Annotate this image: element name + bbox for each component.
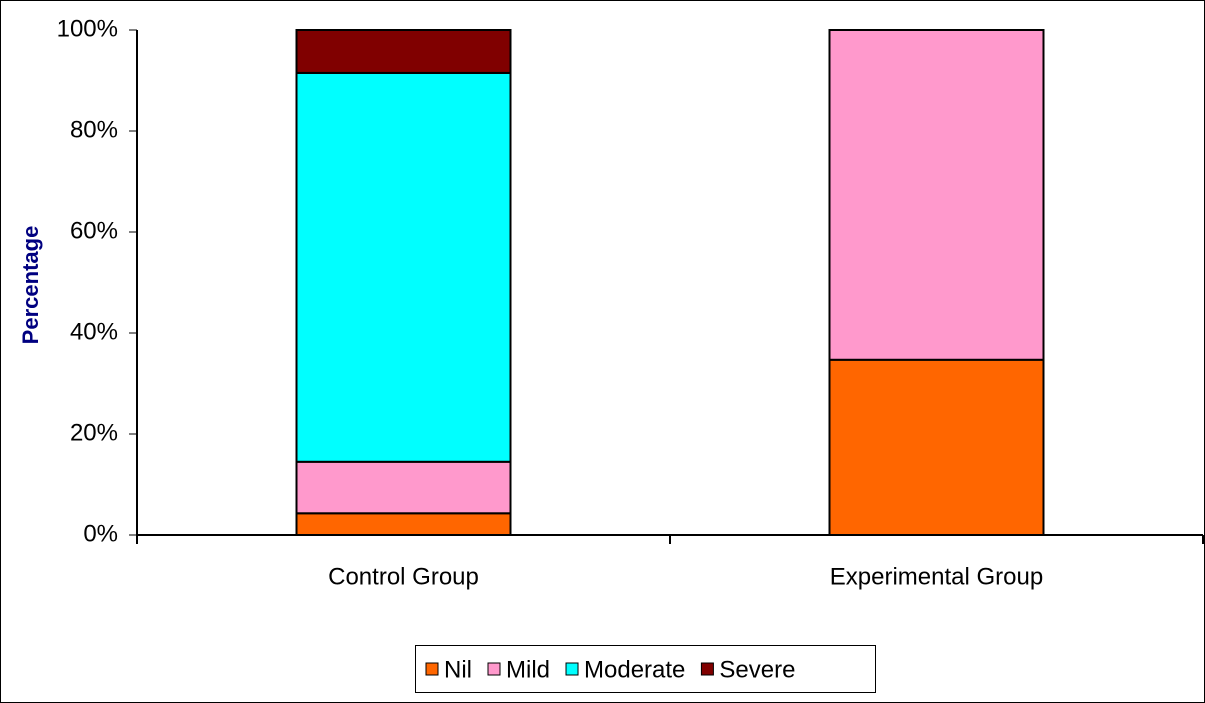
legend-swatch [565,662,579,676]
y-tick-label: 0% [83,520,118,547]
y-axis-title: Percentage [18,226,43,345]
legend-label: Severe [719,656,795,683]
legend-label: Moderate [584,656,685,683]
y-tick-label: 100% [57,15,118,42]
legend-swatch [487,662,501,676]
x-tick-label: Experimental Group [830,563,1043,590]
legend-label: Mild [506,656,550,683]
y-tick-label: 40% [70,318,118,345]
y-tick-label: 20% [70,419,118,446]
bar-segment [295,460,512,515]
bar-segment [295,71,512,463]
y-tick-label: 60% [70,217,118,244]
y-tick-label: 80% [70,116,118,143]
x-tick-label: Control Group [328,563,479,590]
bar-segment [828,29,1045,361]
bar-segment [295,512,512,536]
bar-segment [828,358,1045,537]
legend-swatch [700,662,714,676]
legend-label: Nil [444,656,472,683]
bar-segment [295,29,512,74]
legend-swatch [425,662,439,676]
